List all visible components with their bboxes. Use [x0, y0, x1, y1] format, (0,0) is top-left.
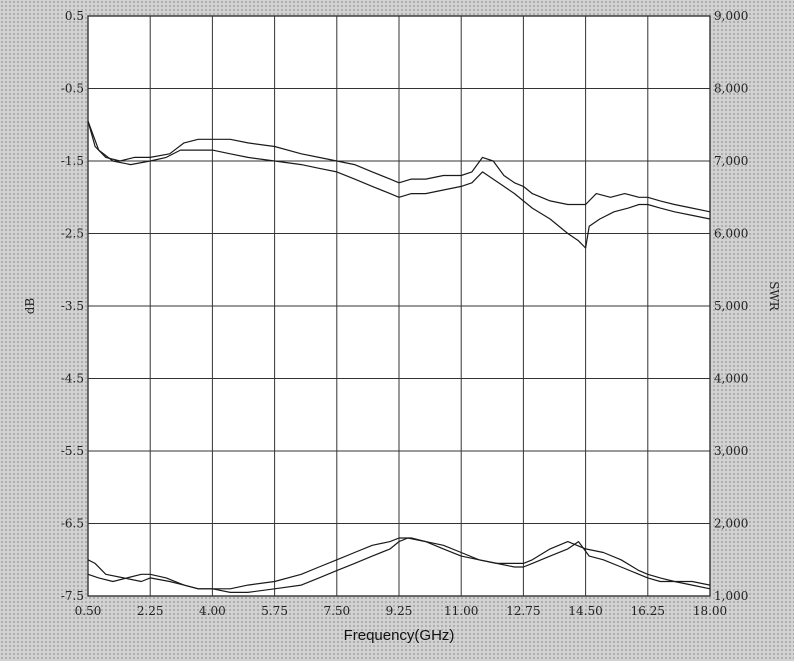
x-tick-label: 16.25: [631, 604, 665, 618]
y-tick-label: -6.5: [61, 517, 84, 531]
y2-tick-label: 7,000: [714, 154, 748, 168]
series-line-2: [87, 120, 711, 249]
y2-tick-label: 5,000: [714, 299, 748, 313]
x-axis-label: Frequency(GHz): [344, 627, 455, 644]
series-line-4: [87, 537, 711, 590]
x-tick-label: 12.75: [506, 604, 540, 618]
grid: [88, 16, 710, 596]
x-tick-label: 14.50: [568, 604, 602, 618]
y2-tick-label: 9,000: [714, 9, 748, 23]
x-tick-label: 2.25: [137, 604, 164, 618]
y-tick-label: -7.5: [61, 589, 84, 603]
y2-tick-label: 1,000: [714, 589, 748, 603]
x-tick-label: 11.00: [444, 604, 478, 618]
y2-tick-label: 6,000: [714, 227, 748, 241]
y2-tick-label: 8,000: [714, 82, 748, 96]
y-tick-label: -2.5: [61, 227, 84, 241]
y2-axis-label: SWR: [767, 281, 781, 312]
y2-tick-label: 4,000: [714, 372, 748, 386]
x-tick-label: 9.25: [386, 604, 413, 618]
y-tick-label: -3.5: [61, 299, 84, 313]
x-tick-label: 0.50: [75, 604, 102, 618]
y-tick-label: -4.5: [61, 372, 84, 386]
x-tick-label: 5.75: [261, 604, 288, 618]
tick-labels: 0.50 2.25 4.00 5.75 7.50 9.25 11.00 12.75 14.50 1…: [61, 9, 749, 618]
y-tick-label: 0.5: [65, 9, 84, 23]
y-axis-label: dB: [23, 298, 37, 315]
series-group: [87, 120, 711, 594]
series-line-1: [87, 120, 711, 213]
y2-tick-label: 3,000: [714, 444, 748, 458]
x-tick-label: 7.50: [323, 604, 350, 618]
x-tick-label: 18.00: [693, 604, 727, 618]
y-tick-label: -1.5: [61, 154, 84, 168]
y2-tick-label: 2,000: [714, 517, 748, 531]
x-tick-label: 4.00: [199, 604, 226, 618]
y-tick-label: -0.5: [61, 82, 84, 96]
y-tick-label: -5.5: [61, 444, 84, 458]
